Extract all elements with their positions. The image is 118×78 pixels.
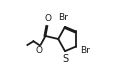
Text: Br: Br xyxy=(80,46,90,55)
Text: Br: Br xyxy=(59,13,68,22)
Text: O: O xyxy=(44,14,51,23)
Text: O: O xyxy=(35,46,42,55)
Text: S: S xyxy=(62,54,68,64)
